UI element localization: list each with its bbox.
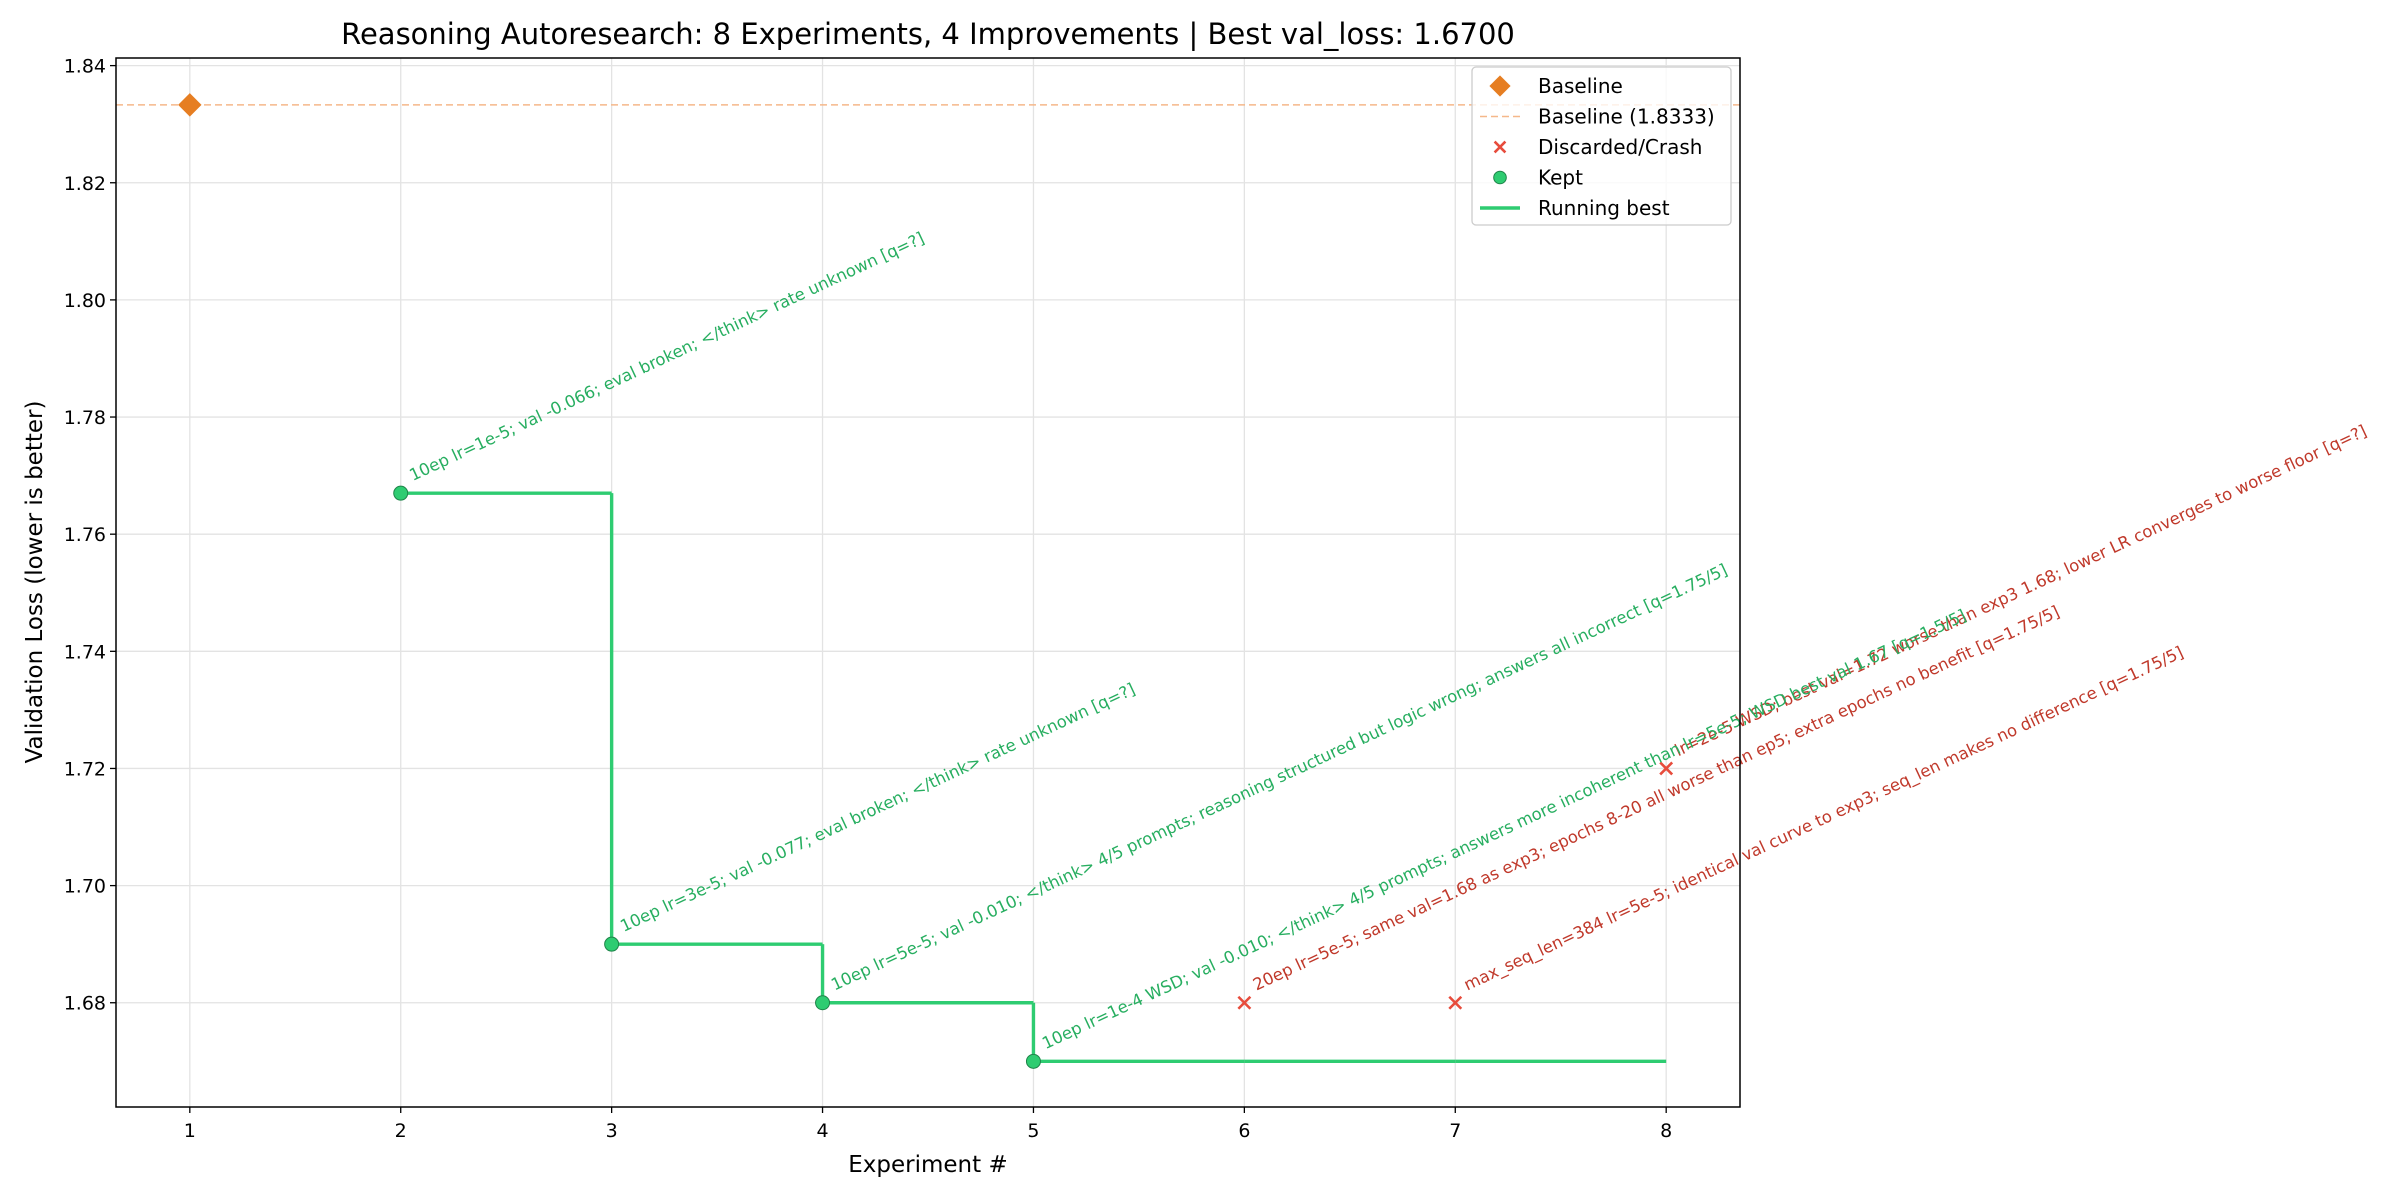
point [815,995,831,1011]
legend-label: Running best [1538,196,1670,220]
x-tick-label: 3 [606,1120,618,1142]
x-tick-label: 6 [1238,1120,1250,1142]
point [1025,1053,1041,1069]
point [1237,995,1252,1010]
legend-label: Discarded/Crash [1538,135,1702,159]
legend-label: Baseline (1.8333) [1538,105,1715,129]
y-tick-label: 1.78 [64,407,106,429]
x-tick-label: 8 [1660,1120,1672,1142]
y-tick-label: 1.72 [64,758,106,780]
y-axis-label: Validation Loss (lower is better) [22,401,48,764]
y-tick-label: 1.74 [64,641,106,663]
point [178,93,202,117]
legend-marker [1493,140,1507,154]
x-tick-label: 2 [395,1120,407,1142]
y-tick-label: 1.68 [64,993,106,1015]
y-tick-label: 1.70 [64,876,106,898]
point [1659,761,1674,776]
x-axis-label: Experiment # [848,1152,1007,1178]
legend-marker [1493,170,1507,185]
point [393,485,409,501]
y-tick-label: 1.80 [64,290,106,312]
legend-marker [1489,75,1511,97]
x-tick-label: 1 [184,1120,196,1142]
chart-title: Reasoning Autoresearch: 8 Experiments, 4… [341,17,1515,51]
point [1448,995,1463,1010]
legend-label: Baseline [1538,74,1623,98]
plot-frame [115,57,1741,1108]
legend-frame [1471,66,1732,226]
x-tick-label: 4 [816,1120,828,1142]
y-tick-label: 1.76 [64,524,106,546]
x-tick-label: 5 [1027,1120,1039,1142]
y-tick-label: 1.84 [64,56,106,78]
point [604,936,620,952]
y-tick-label: 1.82 [64,173,106,195]
x-tick-label: 7 [1449,1120,1461,1142]
legend-label: Kept [1538,166,1583,190]
